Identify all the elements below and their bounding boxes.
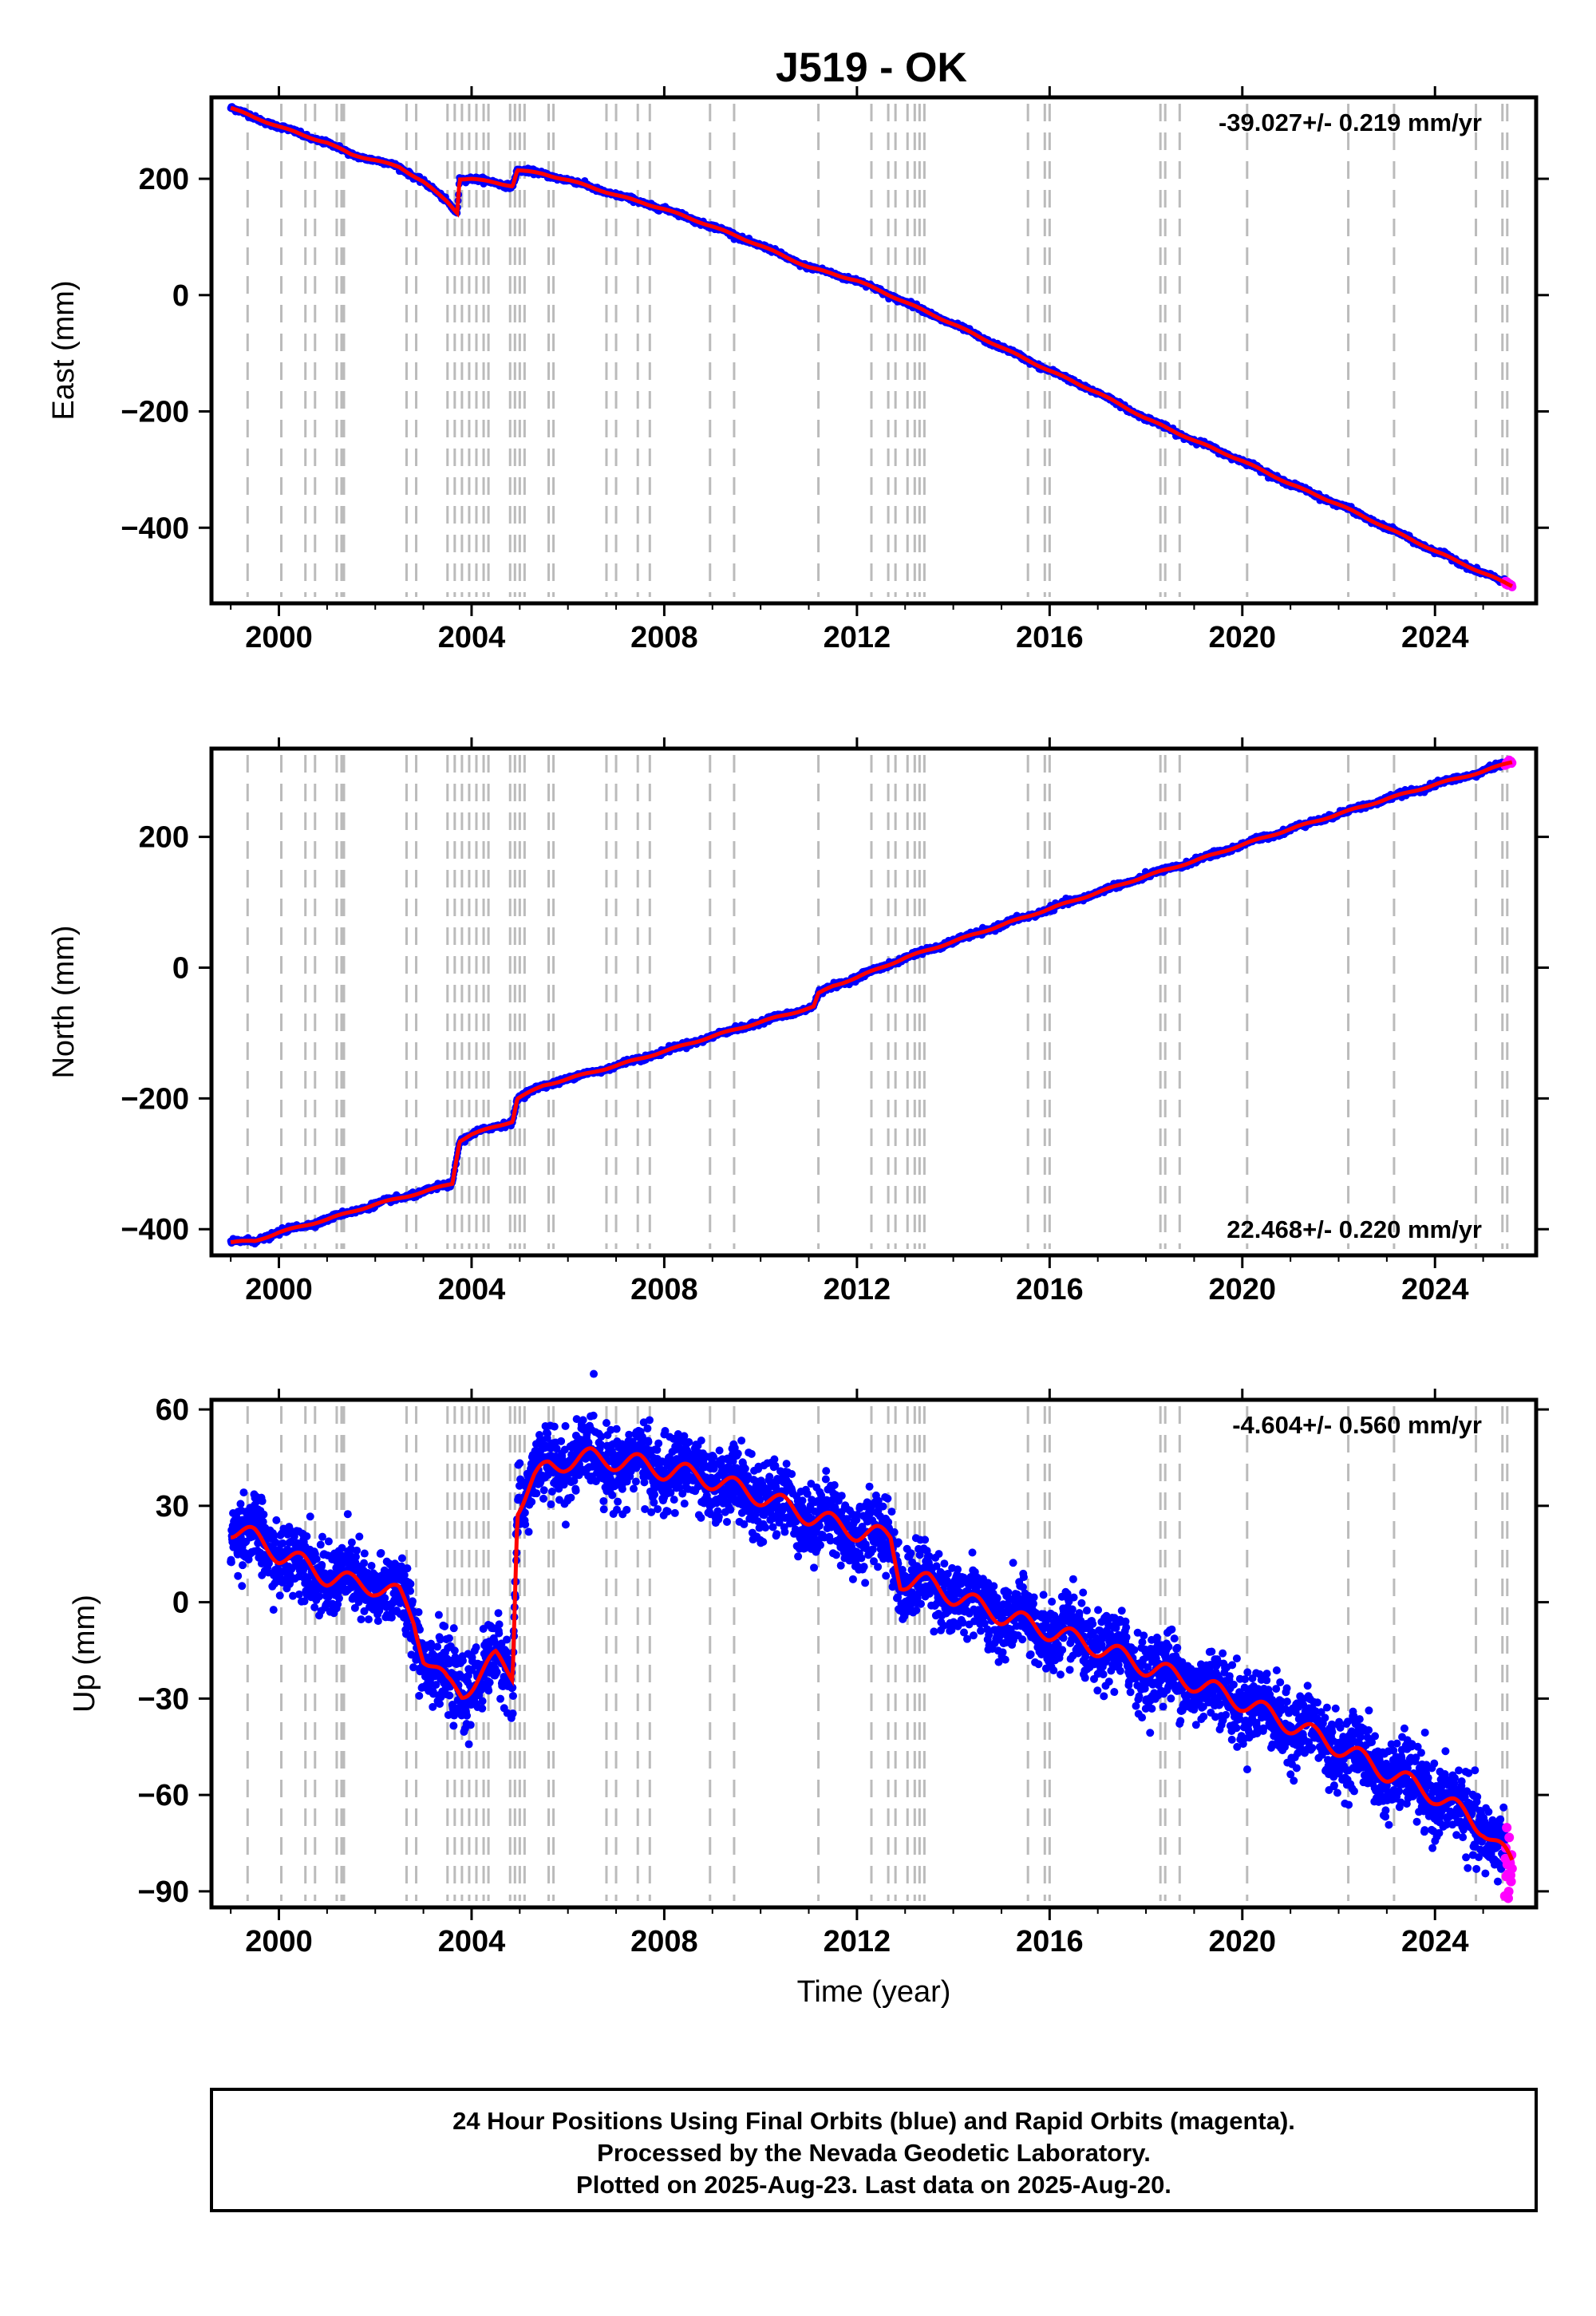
data-points-final bbox=[227, 758, 1509, 1248]
event-lines bbox=[246, 104, 1509, 597]
chart-title: J519 - OK bbox=[776, 45, 967, 91]
x-tick-label: 2020 bbox=[1209, 621, 1277, 654]
panel-north: 2000 2004 2008 2012 2016 2020 20242000−200−400… bbox=[47, 737, 1549, 1306]
x-tick-label: 2004 bbox=[438, 621, 506, 654]
x-tick-label: 2008 bbox=[630, 621, 698, 654]
y-tick-label: 200 bbox=[139, 163, 189, 196]
event-lines bbox=[246, 755, 1509, 1249]
y-tick-label: 0 bbox=[172, 279, 189, 313]
x-tick-label: 2012 bbox=[824, 621, 891, 654]
y-axis-label: East (mm) bbox=[47, 280, 81, 420]
y-tick-label: −400 bbox=[120, 512, 189, 545]
x-tick-label: 2000 bbox=[245, 621, 313, 654]
x-tick-label: 2016 bbox=[1016, 621, 1084, 654]
data-points-final bbox=[227, 103, 1509, 587]
panel-east: 2000 2004 2008 2012 2016 2020 20242000−200−400… bbox=[47, 86, 1549, 654]
y-tick-label: −200 bbox=[120, 396, 189, 429]
x-tick-label: 2024 bbox=[1401, 621, 1469, 654]
velocity-label: -39.027+/- 0.219 mm/yr bbox=[1219, 109, 1482, 136]
